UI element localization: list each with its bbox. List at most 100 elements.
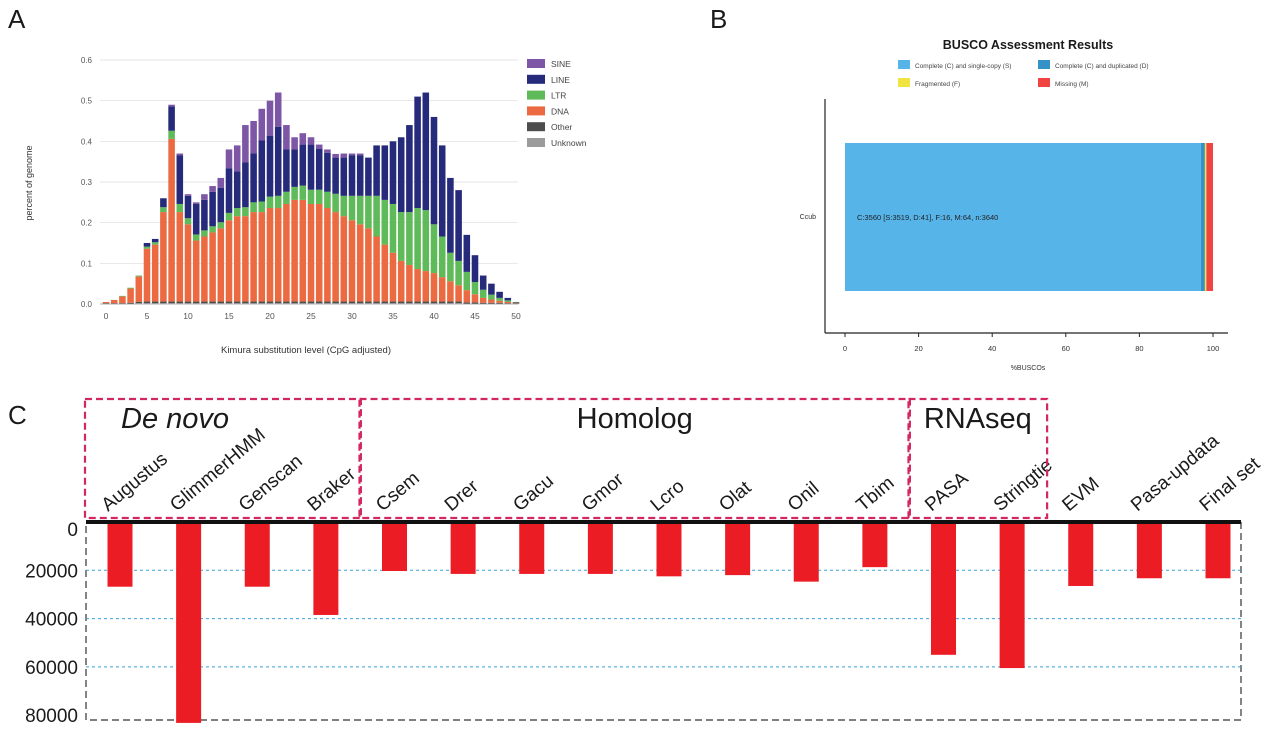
- bar-segment-dna: [201, 236, 208, 302]
- bar-segment-unknown: [299, 303, 307, 304]
- bar-segment-other: [438, 301, 446, 304]
- method-group-box: [83, 397, 362, 520]
- bar-segment-dna: [471, 294, 479, 303]
- bar-segment-ltr: [160, 207, 167, 213]
- bar-segment-other: [217, 301, 225, 304]
- bar-segment-dna: [110, 299, 118, 304]
- bar-segment-other: [233, 301, 241, 304]
- bar-segment-unknown: [192, 303, 200, 304]
- bar-segment-dna: [512, 302, 520, 304]
- bar-segment-other: [447, 301, 454, 304]
- gene-count-bar: [450, 524, 476, 574]
- bar-segment-ltr: [504, 300, 512, 302]
- bar-segment-sine: [201, 194, 208, 200]
- bar-segment-sine: [356, 153, 364, 156]
- bar-segment-dna: [283, 203, 290, 302]
- x-tick-label: 35: [388, 311, 398, 321]
- busco-bar-segment: [1206, 143, 1213, 291]
- bar-segment-dna: [504, 301, 512, 304]
- bar-segment-dna: [315, 203, 323, 302]
- bar-segment-ltr: [488, 294, 495, 300]
- bar-segment-ltr: [455, 260, 462, 286]
- bar-segment-dna: [151, 244, 159, 302]
- x-tick-label: 20: [265, 311, 275, 321]
- bar-segment-ltr: [119, 295, 126, 297]
- bar-segment-dna: [307, 203, 315, 302]
- bar-segment-sine: [168, 104, 175, 107]
- bar-segment-sine: [209, 186, 216, 192]
- busco-bar-segment: [1200, 143, 1205, 291]
- bar-segment-line: [233, 171, 241, 209]
- bar-segment-line: [217, 187, 225, 223]
- bar-segment-other: [397, 301, 405, 304]
- bar-segment-ltr: [176, 203, 184, 213]
- bar-segment-unknown: [242, 303, 249, 304]
- bar-segment-line: [291, 149, 298, 187]
- bar-segment-other: [192, 301, 200, 304]
- bar-segment-other: [324, 301, 331, 304]
- bar-segment-dna: [496, 300, 503, 303]
- x-tick-label: 10: [183, 311, 193, 321]
- gene-prediction-chart: 020000400006000080000AugustusGlimmerHMMG…: [25, 397, 1265, 727]
- bar-segment-sine: [233, 145, 241, 172]
- bar-segment-sine: [274, 92, 282, 127]
- bar-segment-dna: [233, 216, 241, 302]
- y-tick-label: 20000: [25, 561, 78, 582]
- bar-segment-other: [471, 302, 479, 304]
- legend-label: LTR: [551, 91, 566, 101]
- bar-segment-other: [209, 301, 216, 304]
- x-tick-label: 0: [843, 344, 847, 353]
- bar-segment-dna: [414, 269, 421, 302]
- bar-segment-unknown: [160, 303, 167, 304]
- bar-segment-other: [455, 301, 462, 304]
- bar-segment-other: [168, 301, 175, 304]
- legend-label: Unknown: [551, 138, 587, 148]
- bar-segment-line: [315, 148, 323, 190]
- bar-segment-line: [143, 243, 151, 247]
- bar-segment-unknown: [406, 303, 413, 304]
- gene-count-bar: [999, 524, 1025, 669]
- bar-segment-dna: [381, 244, 389, 302]
- busco-bar-segment: [1204, 143, 1207, 291]
- bar-segment-other: [299, 301, 307, 304]
- bar-segment-other: [479, 302, 487, 304]
- gene-count-bar: [1068, 524, 1094, 586]
- bar-segment-dna: [168, 138, 175, 302]
- gene-count-bar: [862, 524, 888, 568]
- category-label: Olat: [715, 477, 756, 516]
- y-tick-label: 0.2: [81, 219, 93, 228]
- gene-count-bar: [176, 524, 202, 723]
- gene-count-bar: [656, 524, 682, 577]
- bar-segment-line: [422, 92, 430, 211]
- bar-segment-ltr: [151, 242, 159, 245]
- bar-segment-dna: [340, 216, 348, 302]
- bar-segment-unknown: [504, 303, 512, 305]
- bar-segment-line: [471, 255, 479, 283]
- bar-segment-dna: [176, 212, 184, 302]
- bar-segment-other: [381, 301, 389, 304]
- panel-label-a: A: [8, 4, 26, 34]
- bar-segment-line: [463, 234, 471, 272]
- bar-segment-other: [463, 302, 471, 304]
- y-tick-label: 0.4: [81, 137, 93, 146]
- bar-segment-unknown: [365, 303, 372, 304]
- legend-swatch-line: [527, 74, 545, 84]
- gene-count-bar: [725, 524, 751, 576]
- bar-segment-ltr: [463, 271, 471, 291]
- category-label: Lcro: [647, 476, 689, 516]
- x-tick-label: 30: [347, 311, 357, 321]
- bar-segment-unknown: [455, 303, 462, 304]
- bar-segment-ltr: [471, 282, 479, 295]
- legend-swatch-other: [527, 122, 545, 132]
- bar-segment-ltr: [283, 191, 290, 204]
- bar-segment-unknown: [283, 303, 290, 304]
- bar-segment-dna: [463, 290, 471, 303]
- bar-segment-other: [512, 303, 520, 304]
- bar-segment-ltr: [422, 210, 430, 272]
- y-axis-label: percent of genome: [24, 145, 34, 220]
- bar-segment-ltr: [381, 199, 389, 245]
- bar-segment-other: [110, 303, 118, 304]
- bar-segment-dna: [266, 208, 274, 302]
- bar-segment-sine: [291, 137, 298, 150]
- bar-segment-ltr: [356, 195, 364, 225]
